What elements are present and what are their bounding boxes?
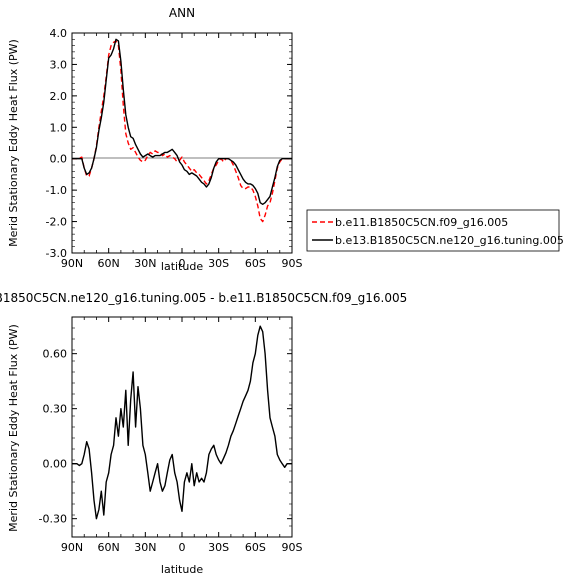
- top-x-tick-label: 60S: [245, 257, 266, 270]
- legend-label-series-2: b.e13.B1850C5CN.ne120_g16.tuning.005: [335, 234, 564, 247]
- bottom-series-line-1: [72, 325, 292, 520]
- top-y-tick-label: -2.0: [46, 216, 67, 229]
- bottom-x-tick-label: 30S: [208, 541, 229, 554]
- legend: b.e11.B1850C5CN.f09_g16.005 b.e13.B1850C…: [306, 209, 564, 252]
- bottom-series-group: [72, 325, 292, 520]
- top-y-tick-label: 1.0: [50, 121, 68, 134]
- legend-label-series-1: b.e11.B1850C5CN.f09_g16.005: [335, 216, 508, 229]
- top-y-tick-label: -3.0: [46, 247, 67, 260]
- bottom-x-tick-label: 30N: [134, 541, 156, 554]
- bottom-chart-title: b.e13.B1850C5CN.ne120_g16.tuning.005 - b…: [0, 291, 407, 305]
- bottom-y-tick-label: 0.60: [43, 348, 68, 361]
- top-y-tick-label: -1.0: [46, 184, 67, 197]
- bottom-x-tick-label: 0: [179, 541, 186, 554]
- top-panel: ANN 90N 60N 30N 0 30S 60S 90S 4.0 3.0 2.0 1.0 0.0 -1…: [7, 6, 564, 273]
- top-y-tick-label: 0.0: [50, 153, 68, 166]
- bottom-x-axis-label: latitude: [161, 563, 203, 576]
- top-y-axis-label: Merid Stationary Eddy Heat Flux (PW): [7, 39, 20, 247]
- top-series-line-2: [72, 38, 292, 206]
- bottom-x-tick-label: 60N: [98, 541, 120, 554]
- top-axis-ticks: 90N 60N 30N 0 30S 60S 90S 4.0 3.0 2.0 1.0 0.0 -1.0 -2…: [46, 27, 303, 270]
- top-y-tick-label: 3.0: [50, 58, 68, 71]
- bottom-x-tick-label: 60S: [245, 541, 266, 554]
- bottom-y-tick-label: 0.00: [43, 458, 68, 471]
- top-x-tick-label: 0: [179, 257, 186, 270]
- top-series-group: [72, 38, 292, 223]
- top-x-tick-label: 30N: [134, 257, 156, 270]
- top-x-tick-label: 60N: [98, 257, 120, 270]
- bottom-y-tick-label: -0.30: [39, 513, 67, 526]
- bottom-panel: b.e13.B1850C5CN.ne120_g16.tuning.005 - b…: [0, 291, 407, 576]
- top-y-tick-label: 4.0: [50, 27, 68, 40]
- top-y-tick-label: 2.0: [50, 90, 68, 103]
- bottom-y-tick-label: 0.30: [43, 403, 68, 416]
- top-plot-frame: [71, 32, 293, 254]
- top-x-tick-label: 90S: [282, 257, 303, 270]
- bottom-y-axis-label: Merid Stationary Eddy Heat Flux (PW): [7, 324, 20, 532]
- top-chart-title: ANN: [169, 6, 195, 20]
- legend-box: [306, 209, 560, 252]
- bottom-x-tick-label: 90S: [282, 541, 303, 554]
- bottom-axis-ticks: 90N 60N 30N 0 30S 60S 90S 0.60 0.30 0.00 -0.30: [39, 316, 303, 554]
- top-x-tick-label: 90N: [61, 257, 83, 270]
- top-series-line-1: [72, 40, 292, 223]
- bottom-x-tick-label: 90N: [61, 541, 83, 554]
- top-x-tick-label: 30S: [208, 257, 229, 270]
- top-x-axis-label: latitude: [161, 260, 203, 273]
